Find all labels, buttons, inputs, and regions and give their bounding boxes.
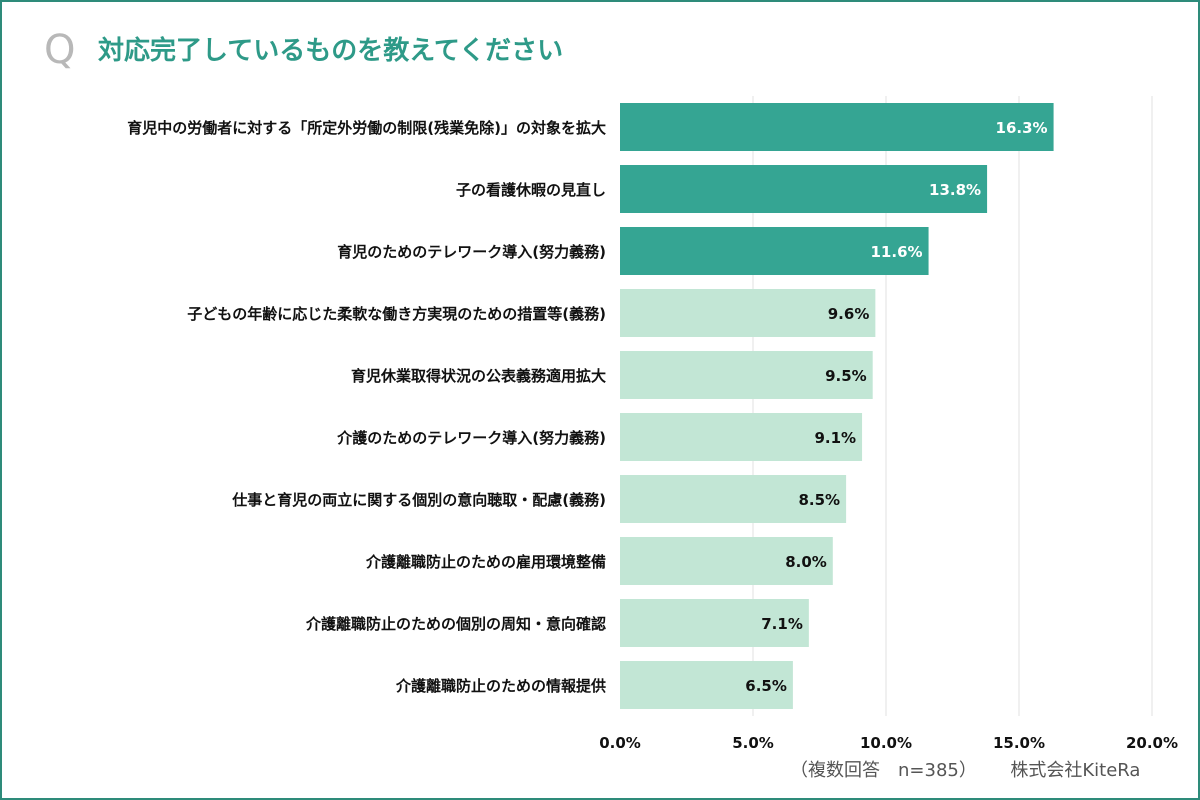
- question-icon: Q: [44, 27, 76, 73]
- bar: [620, 165, 988, 213]
- bar-value-label: 9.5%: [825, 367, 867, 385]
- category-label: 育児のためのテレワーク導入(努力義務): [337, 243, 606, 261]
- x-tick-label: 5.0%: [732, 734, 774, 752]
- category-label: 仕事と育児の両立に関する個別の意向聴取・配慮(義務): [231, 491, 606, 509]
- sample-note: （複数回答 n=385）: [790, 760, 977, 781]
- category-label: 子の看護休暇の見直し: [456, 181, 606, 199]
- company-name: 株式会社KiteRa: [1010, 760, 1141, 781]
- x-tick-label: 0.0%: [599, 734, 641, 752]
- bar-value-label: 13.8%: [929, 181, 981, 199]
- category-label: 介護離職防止のための個別の周知・意向確認: [305, 615, 606, 633]
- bar-value-label: 6.5%: [745, 677, 787, 695]
- bar: [620, 351, 873, 399]
- category-label: 介護離職防止のための雇用環境整備: [365, 553, 606, 571]
- bar-value-label: 16.3%: [996, 119, 1048, 137]
- bar: [620, 103, 1054, 151]
- bar: [620, 537, 833, 585]
- category-label: 育児休業取得状況の公表義務適用拡大: [351, 367, 606, 385]
- bar-value-label: 8.5%: [798, 491, 840, 509]
- bar-value-label: 9.1%: [814, 429, 856, 447]
- category-label: 介護のためのテレワーク導入(努力義務): [336, 429, 606, 447]
- category-label: 子どもの年齢に応じた柔軟な働き方実現のための措置等(義務): [187, 305, 606, 323]
- bar: [620, 475, 847, 523]
- bar: [620, 599, 809, 647]
- bar-value-label: 8.0%: [785, 553, 827, 571]
- bar: [620, 289, 876, 337]
- bar: [620, 413, 863, 461]
- bar: [620, 227, 929, 275]
- x-tick-label: 15.0%: [993, 734, 1045, 752]
- x-tick-label: 20.0%: [1126, 734, 1178, 752]
- bar-value-label: 7.1%: [761, 615, 803, 633]
- bar-value-label: 11.6%: [871, 243, 923, 261]
- page-title: 対応完了しているものを教えてください: [98, 36, 564, 66]
- category-label: 介護離職防止のための情報提供: [395, 677, 606, 695]
- x-tick-label: 10.0%: [860, 734, 912, 752]
- footer: （複数回答 n=385） 株式会社KiteRa: [790, 756, 1190, 782]
- bar-value-label: 9.6%: [828, 305, 870, 323]
- bar: [620, 661, 793, 709]
- category-label: 育児中の労働者に対する「所定外労働の制限(残業免除)」の対象を拡大: [127, 119, 606, 137]
